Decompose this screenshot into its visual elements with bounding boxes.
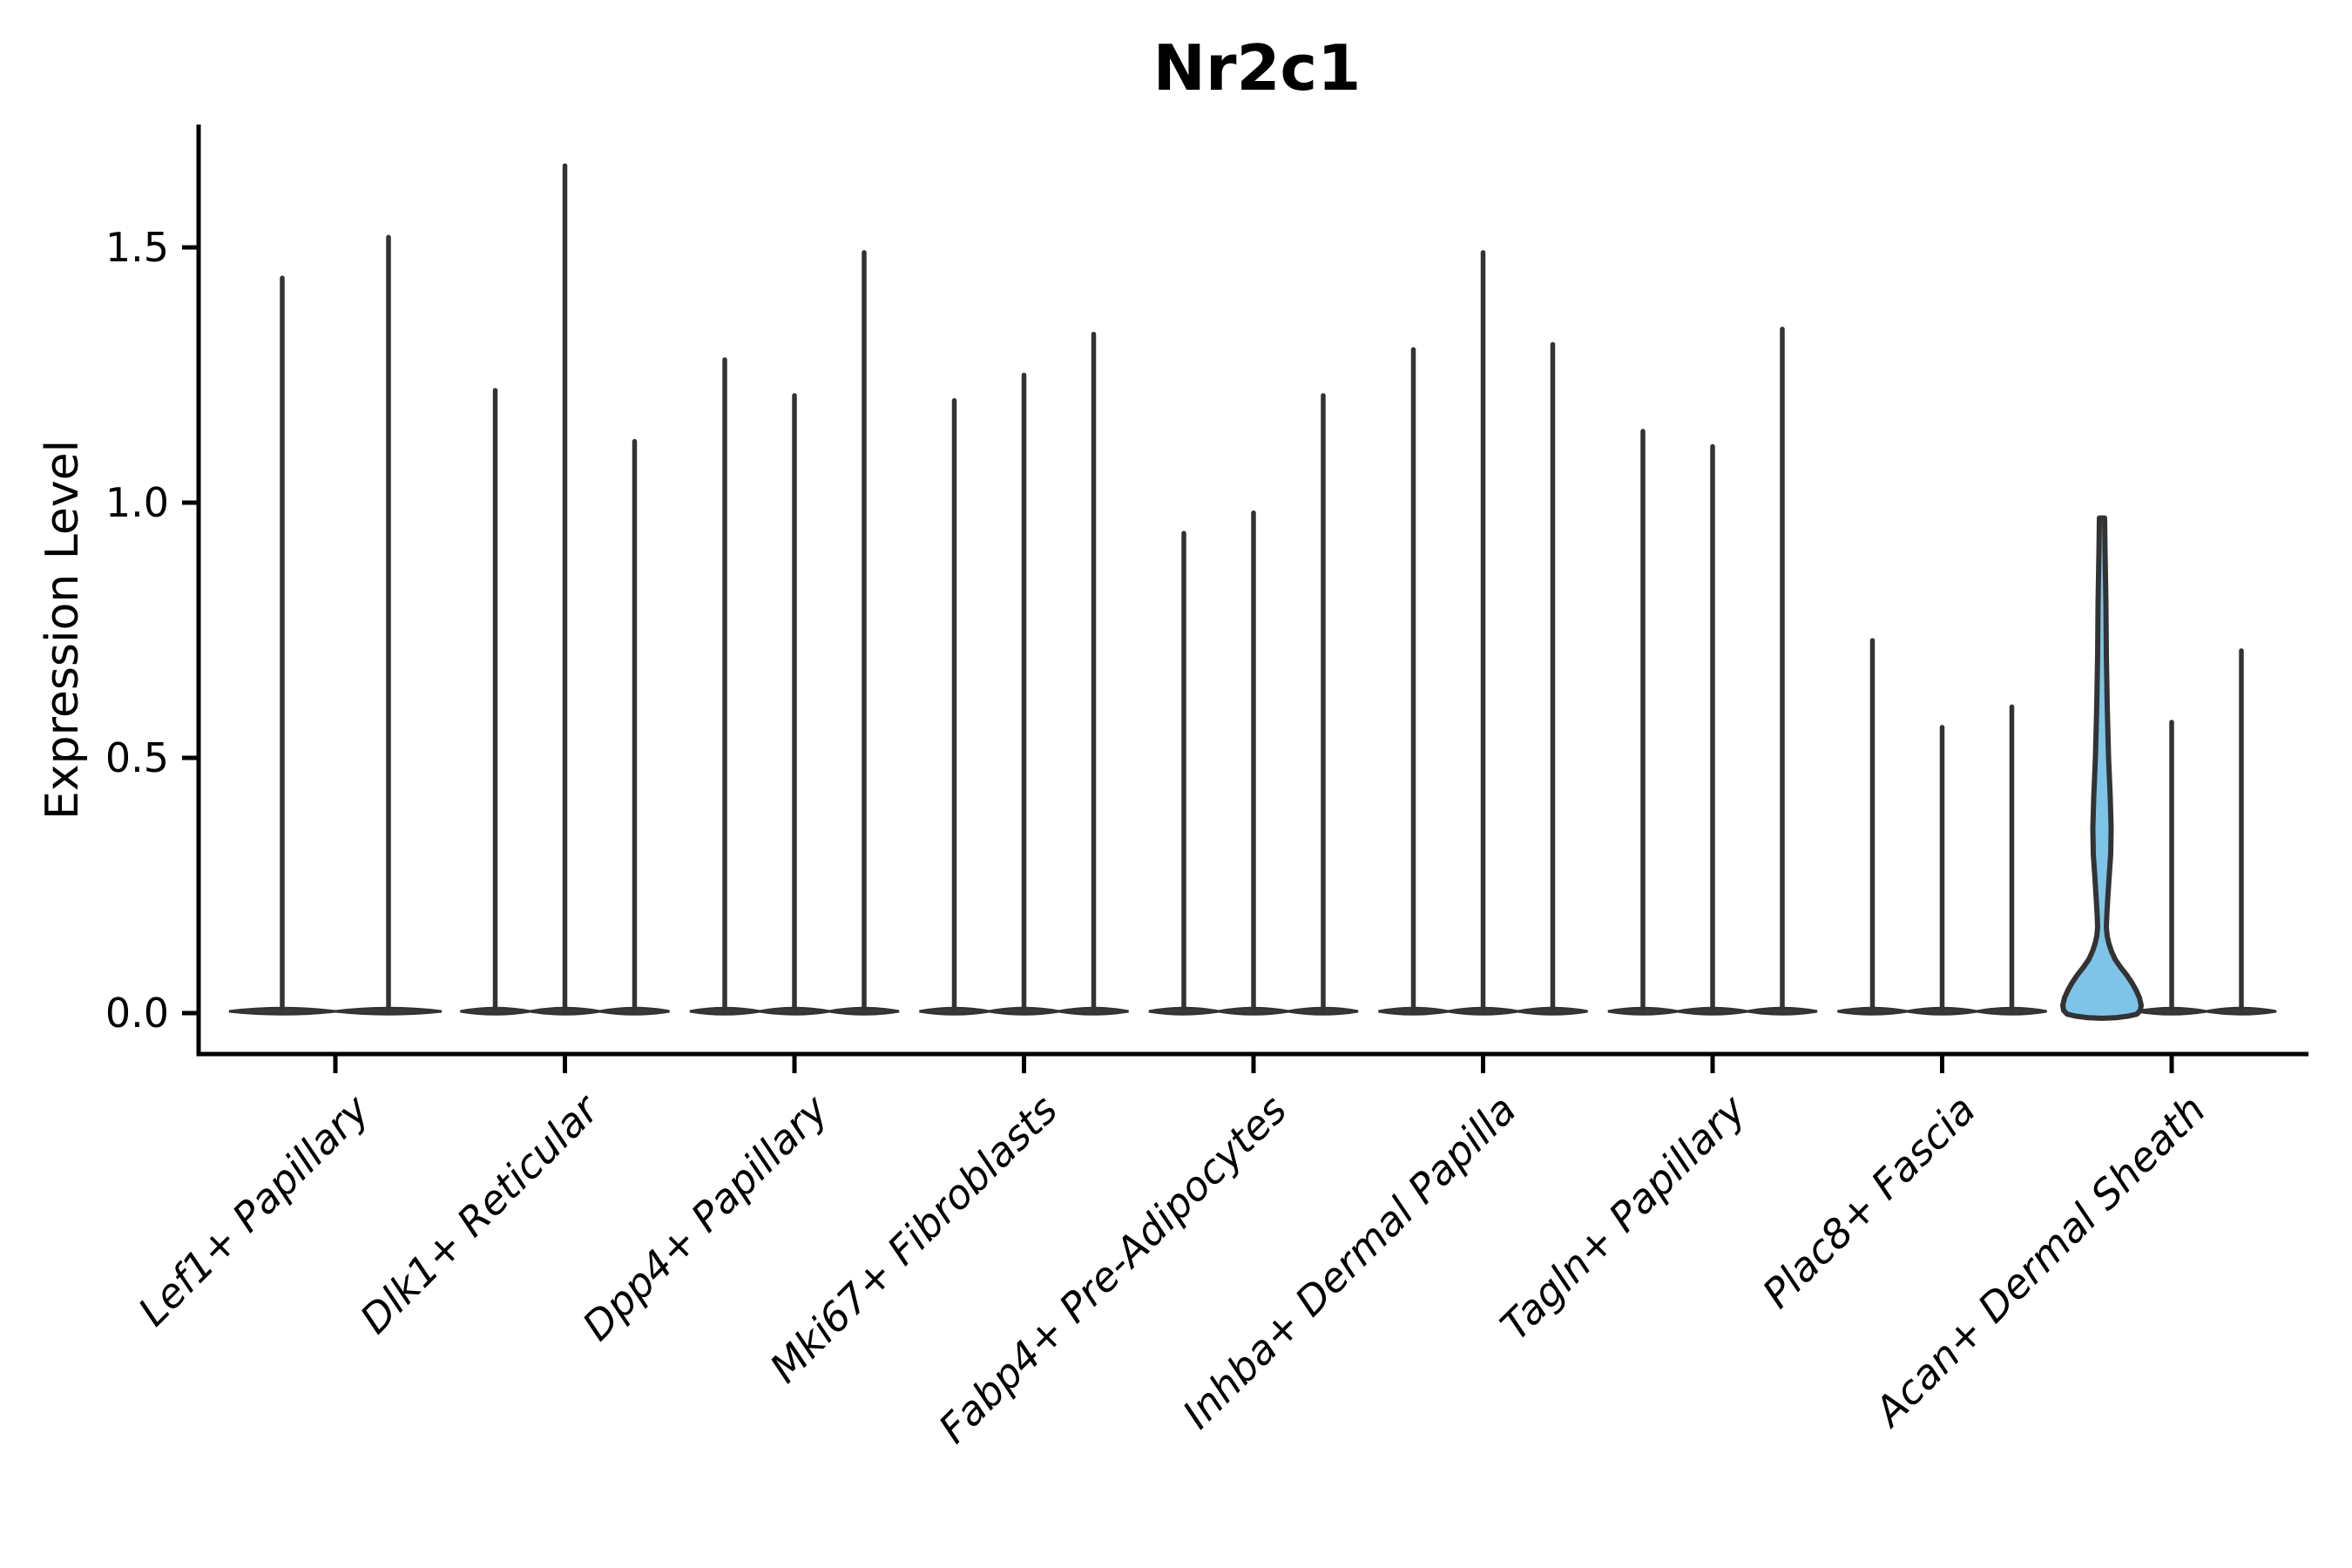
violin-base [1058,1006,1129,1016]
violin-base [1977,1006,2047,1016]
plot-title: Nr2c1 [1152,31,1362,105]
violin-base [1288,1006,1359,1016]
y-tick-label: 1.0 [105,479,169,526]
y-tick-label: 1.5 [105,224,169,271]
axis-spines [196,125,2308,1057]
violin-base [828,1006,900,1016]
violin-base [1517,1006,1588,1016]
violin-base [2206,1006,2277,1016]
y-tick-label: 0.0 [105,990,169,1037]
y-axis-label: Expression Level [37,439,89,821]
y-tick-label: 0.5 [105,734,169,781]
highlighted-violin [2060,515,2144,1021]
violin-base [599,1006,670,1016]
violin-base [1747,1006,1818,1016]
